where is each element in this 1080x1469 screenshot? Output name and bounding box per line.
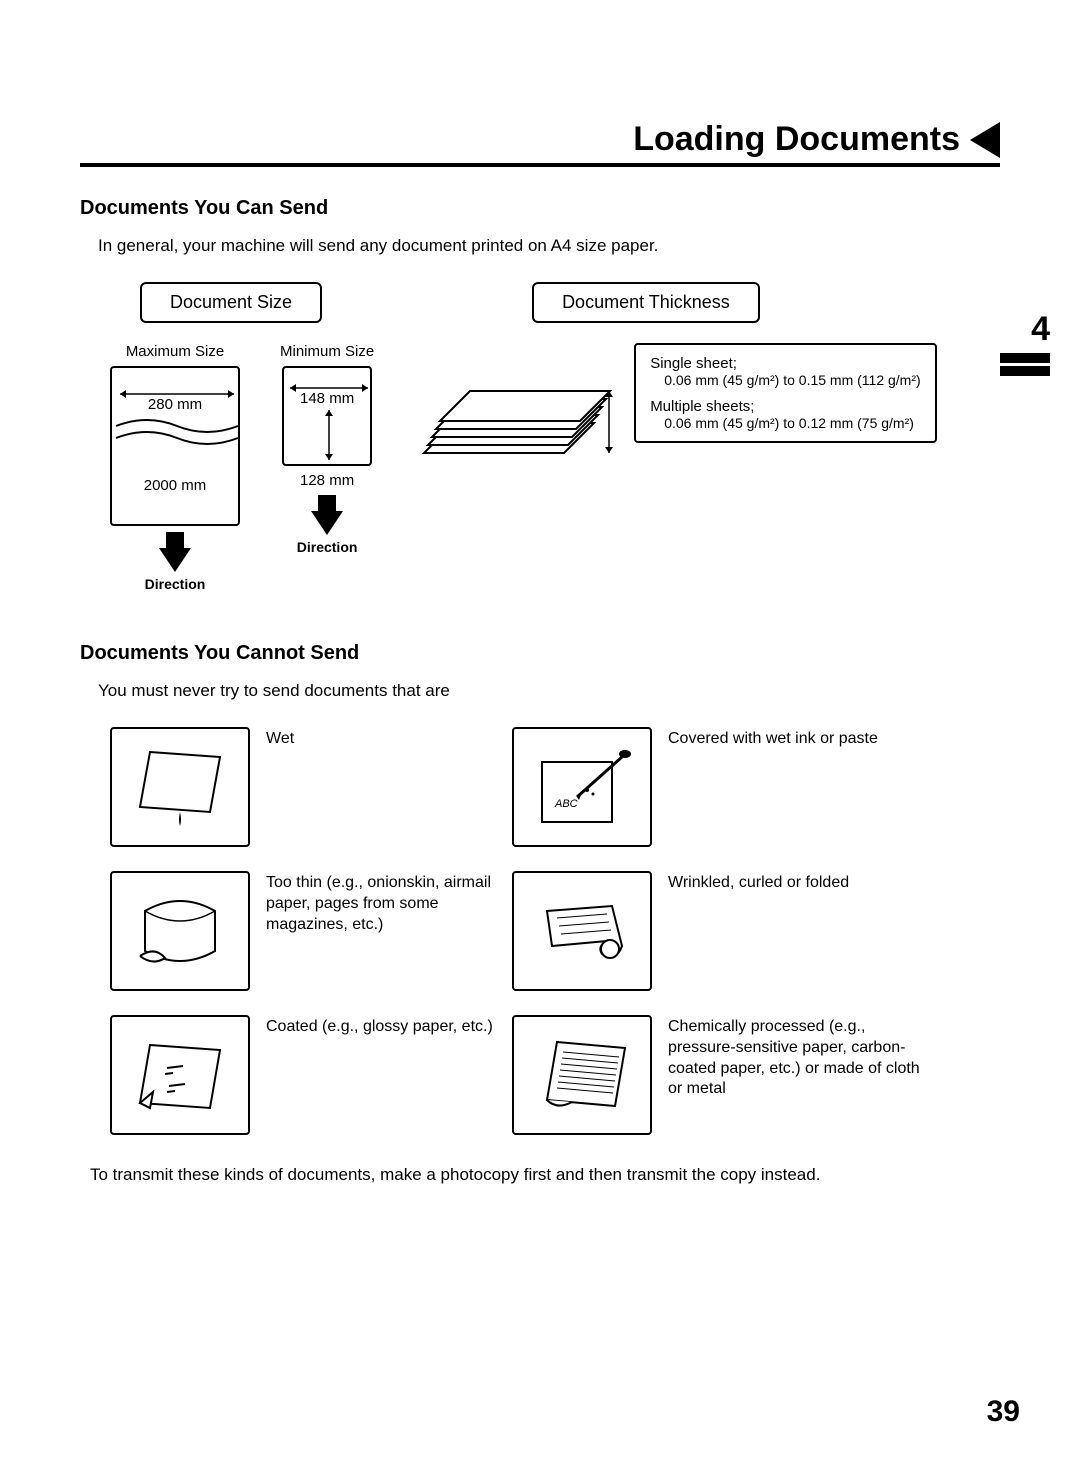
doc-thickness-label: Document Thickness	[532, 282, 760, 323]
wrinkled-icon	[512, 871, 652, 991]
spec-labels-row: Document Size Document Thickness	[80, 282, 1000, 323]
thin-label: Too thin (e.g., onionskin, airmail paper…	[266, 871, 496, 935]
manual-page: Loading Documents 4 Documents You Can Se…	[0, 0, 1080, 1185]
thickness-spec: Single sheet; 0.06 mm (45 g/m²) to 0.15 …	[634, 343, 936, 443]
min-size-block: Minimum Size 148 mm 128 mm Direction	[280, 343, 374, 592]
min-size-head: Minimum Size	[280, 343, 374, 360]
cannot-send-footnote: To transmit these kinds of documents, ma…	[90, 1165, 1000, 1185]
multi-sheet-spec: 0.06 mm (45 g/m²) to 0.12 mm (75 g/m²)	[650, 415, 920, 431]
cannot-send-grid: Wet ABC Covered with wet ink or paste To…	[80, 727, 1000, 1135]
multi-sheet-head: Multiple sheets;	[650, 398, 920, 415]
coated-icon	[110, 1015, 250, 1135]
page-number: 39	[987, 1395, 1020, 1429]
max-height: 2000 mm	[112, 477, 238, 494]
section-can-send-title: Documents You Can Send	[80, 197, 1000, 220]
thickness-block: Single sheet; 0.06 mm (45 g/m²) to 0.15 …	[414, 343, 936, 592]
size-diagram: Maximum Size 280 mm 2000 mm Direction Mi…	[80, 343, 1000, 592]
wet-ink-icon: ABC	[512, 727, 652, 847]
wet-ink-label: Covered with wet ink or paste	[668, 727, 928, 750]
min-size-illustration: 148 mm	[282, 366, 372, 466]
single-sheet-spec: 0.06 mm (45 g/m²) to 0.15 mm (112 g/m²)	[650, 372, 920, 388]
page-header: Loading Documents	[80, 120, 1000, 167]
chapter-number: 4	[1000, 310, 1050, 349]
doc-size-label: Document Size	[140, 282, 322, 323]
max-size-head: Maximum Size	[110, 343, 240, 360]
wet-label: Wet	[266, 727, 496, 750]
can-send-intro: In general, your machine will send any d…	[98, 236, 1000, 256]
header-arrow-icon	[970, 122, 1000, 158]
page-title: Loading Documents	[633, 120, 970, 159]
max-size-block: Maximum Size 280 mm 2000 mm Direction	[110, 343, 240, 592]
wet-icon	[110, 727, 250, 847]
section-cannot-send-title: Documents You Cannot Send	[80, 642, 1000, 665]
cannot-send-intro: You must never try to send documents tha…	[98, 681, 1000, 701]
chapter-tab: 4	[1000, 310, 1050, 376]
sheet-stack-icon	[414, 343, 614, 483]
coated-label: Coated (e.g., glossy paper, etc.)	[266, 1015, 496, 1038]
min-height: 128 mm	[280, 472, 374, 489]
direction-label-2: Direction	[280, 539, 374, 555]
direction-label-1: Direction	[110, 576, 240, 592]
single-sheet-head: Single sheet;	[650, 355, 920, 372]
thin-icon	[110, 871, 250, 991]
wrinkled-label: Wrinkled, curled or folded	[668, 871, 928, 894]
chemical-label: Chemically processed (e.g., pressure-sen…	[668, 1015, 928, 1100]
svg-text:ABC: ABC	[554, 798, 578, 810]
chemical-icon	[512, 1015, 652, 1135]
max-size-illustration: 280 mm 2000 mm	[110, 366, 240, 526]
